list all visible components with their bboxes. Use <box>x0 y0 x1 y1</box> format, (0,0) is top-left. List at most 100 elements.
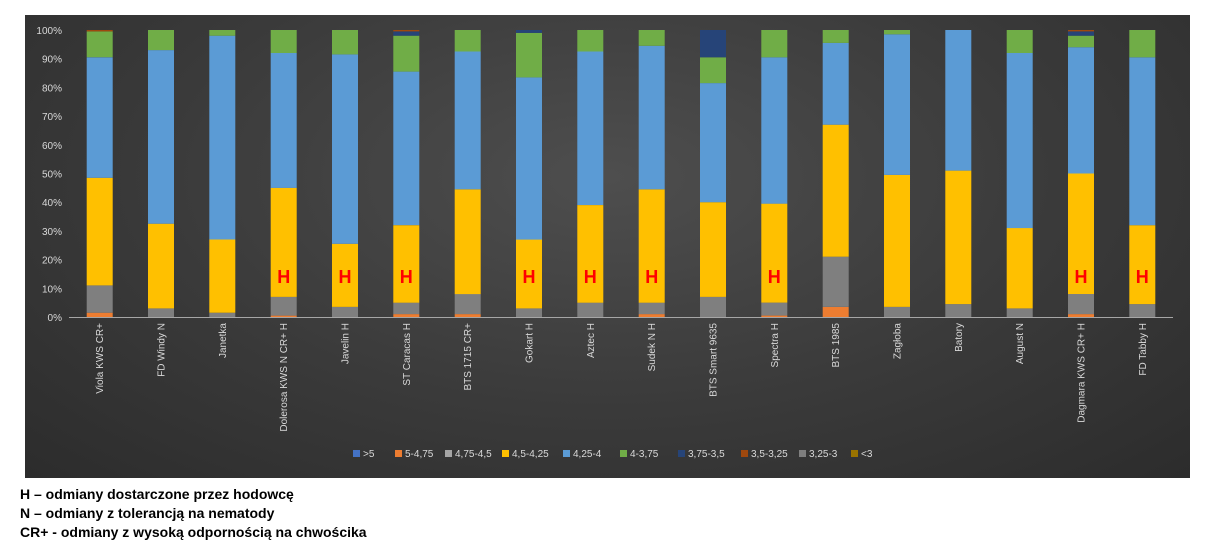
bar-segment <box>393 302 420 315</box>
bar-segment <box>86 57 113 178</box>
bar-segment <box>638 189 665 303</box>
bar-mark-h: H <box>768 267 781 287</box>
bar-segment <box>516 308 542 317</box>
y-tick-label: 0% <box>48 313 63 324</box>
bar-segment <box>822 256 849 307</box>
bar-segment <box>393 31 420 36</box>
bar-segment <box>209 312 236 317</box>
bar-segment <box>945 30 972 171</box>
bar-segment <box>884 30 910 35</box>
x-tick-label: Gokart H <box>525 323 536 363</box>
y-tick-label: 60% <box>42 141 62 152</box>
bar-mark-h: H <box>277 267 290 287</box>
bar-segment <box>516 30 542 33</box>
x-tick-label: Aztec H <box>586 323 597 358</box>
bar-segment <box>454 51 481 190</box>
x-tick-label: August N <box>1015 323 1026 364</box>
bar-segment <box>454 30 481 52</box>
x-tick-label: FD Tabby H <box>1138 323 1149 376</box>
bar-segment <box>332 54 358 244</box>
y-tick-label: 70% <box>42 112 62 123</box>
legend-swatch <box>395 450 402 457</box>
bar-segment <box>822 30 849 43</box>
bar-segment <box>148 223 174 309</box>
bar-segment <box>454 294 481 315</box>
x-tick-label: ST Caracas H <box>402 323 413 386</box>
x-tick-label: FD Windy N <box>157 323 168 377</box>
bar-segment <box>1129 225 1156 305</box>
legend-label: 4,25-4 <box>573 449 602 460</box>
bar-segment <box>577 302 604 317</box>
x-tick-label: Spectra H <box>770 323 781 367</box>
bar-segment <box>86 285 113 313</box>
bar-segment <box>1129 57 1156 226</box>
bar-segment <box>945 304 972 317</box>
legend-swatch <box>741 450 748 457</box>
bar-segment <box>822 307 849 317</box>
legend-label: 3,5-3,25 <box>751 449 788 460</box>
bar-mark-h: H <box>584 267 597 287</box>
bar-segment <box>86 30 113 32</box>
bar-segment <box>86 31 113 58</box>
bar-segment <box>577 30 604 52</box>
bar-segment <box>1068 35 1094 48</box>
bar-segment <box>1068 294 1094 315</box>
bar-segment <box>577 205 604 303</box>
x-tick-label: BTS Smart 9635 <box>709 323 720 397</box>
bar-segment <box>822 124 849 257</box>
bar-mark-h: H <box>400 267 413 287</box>
footnote-n: N – odmiany z tolerancją na nematody <box>20 505 275 521</box>
bar-segment <box>700 83 726 203</box>
x-tick-label: Viola KWS CR+ <box>95 323 106 394</box>
legend-label: 3,25-3 <box>809 449 838 460</box>
bar-segment <box>270 187 297 297</box>
bar-mark-h: H <box>1136 267 1149 287</box>
legend-swatch <box>353 450 360 457</box>
y-tick-label: 40% <box>42 198 62 209</box>
x-tick-label: BTS 1715 CR+ <box>463 323 474 391</box>
bar-segment <box>454 314 481 317</box>
legend-label: <3 <box>861 449 873 460</box>
bar-segment <box>332 307 358 317</box>
legend-swatch <box>502 450 509 457</box>
bar-segment <box>209 35 236 240</box>
x-tick-label: Dagmara KWS CR+ H <box>1077 323 1088 423</box>
bar-segment <box>270 53 297 188</box>
bar-segment <box>822 42 849 125</box>
footnotes: H – odmiany dostarczone przez hodowcę N … <box>20 485 367 542</box>
stacked-bar-chart: 0% 10% 20% 30% 40% 50% 60% 70% 80% 90% 100% Viola K… <box>36 26 1173 460</box>
bar-segment <box>516 77 542 240</box>
bar-segment <box>1068 31 1094 36</box>
bar-segment <box>884 34 910 175</box>
bar-segment <box>884 307 910 317</box>
bar-segment <box>1068 314 1094 317</box>
bar-segment <box>86 312 113 317</box>
bar-segment <box>638 302 665 315</box>
y-tick-label: 50% <box>42 170 62 181</box>
bar-segment <box>945 170 972 305</box>
bar-segment <box>1006 228 1033 309</box>
legend-label: 4,5-4,25 <box>512 449 549 460</box>
bar-segment <box>700 296 726 317</box>
bar-segment <box>270 315 297 317</box>
bar-segment <box>1068 47 1094 174</box>
x-tick-label: Zagłoba <box>893 323 904 360</box>
bar-segment <box>761 30 788 58</box>
bar-mark-h: H <box>645 267 658 287</box>
bar-segment <box>884 174 910 307</box>
legend-label: >5 <box>363 449 375 460</box>
bar-segment <box>761 315 788 317</box>
y-tick-label: 30% <box>42 227 62 238</box>
bar-segment <box>516 239 542 309</box>
bar-segment <box>700 30 726 58</box>
bar-segment <box>700 202 726 297</box>
bar-segment <box>148 50 174 224</box>
legend-label: 4,75-4,5 <box>455 449 492 460</box>
legend-swatch <box>678 450 685 457</box>
bar-segment <box>393 314 420 317</box>
bar-segment <box>209 30 236 36</box>
x-tick-label: Janetka <box>218 323 229 358</box>
bar-segment <box>209 239 236 313</box>
legend-swatch <box>851 450 858 457</box>
y-tick-label: 80% <box>42 83 62 94</box>
